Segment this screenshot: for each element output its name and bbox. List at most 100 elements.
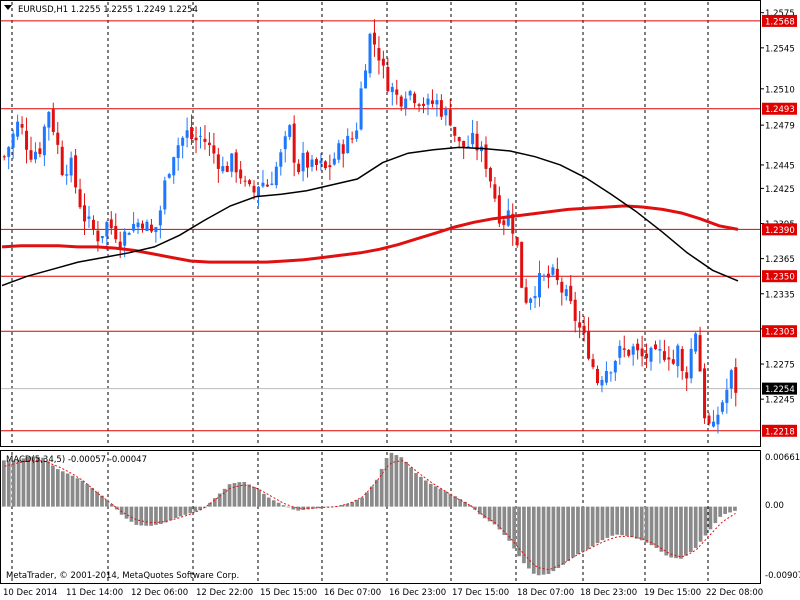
dropdown-arrow-icon[interactable] xyxy=(4,5,12,10)
macd-bar xyxy=(561,506,566,565)
candle-body xyxy=(640,348,644,357)
macd-bar xyxy=(31,456,36,507)
candle-body xyxy=(2,156,6,158)
candle-body xyxy=(538,273,542,298)
macd-bar xyxy=(183,506,188,515)
time-tick-label: 22 Dec 08:00 xyxy=(706,588,763,598)
candle-body xyxy=(698,335,702,372)
candle-body xyxy=(332,158,336,165)
macd-bar xyxy=(335,506,340,507)
macd-bar xyxy=(679,506,683,559)
macd-bar xyxy=(252,486,256,507)
macd-bar xyxy=(365,492,369,507)
level-tag xyxy=(762,14,797,27)
macd-bar xyxy=(531,506,536,574)
macd-bar xyxy=(119,506,124,515)
price-tick-label: 1.2479 xyxy=(765,122,795,132)
macd-bar xyxy=(394,455,399,507)
candle-body xyxy=(29,150,33,160)
candle-body xyxy=(395,89,399,95)
macd-bar xyxy=(639,506,644,541)
macd-bar xyxy=(257,490,261,507)
candle-body xyxy=(91,219,95,230)
candle-body xyxy=(158,210,162,226)
macd-bar xyxy=(556,506,561,569)
candle-body xyxy=(350,138,354,140)
level-tag-label: 1.2493 xyxy=(765,105,795,115)
candle-body xyxy=(703,368,707,419)
candle-body xyxy=(127,232,131,235)
macd-bar xyxy=(576,506,580,555)
candle-body xyxy=(564,289,568,297)
candle-body xyxy=(270,183,274,185)
macd-bar xyxy=(389,452,394,507)
candle-body xyxy=(283,136,287,150)
macd-bar xyxy=(605,506,610,538)
macd-bar xyxy=(100,495,104,507)
macd-bar xyxy=(105,499,109,507)
candle-body xyxy=(96,230,100,242)
candle-body xyxy=(569,285,573,302)
macd-bar xyxy=(232,483,237,507)
candle-body xyxy=(132,223,136,231)
macd-bar xyxy=(159,506,163,524)
macd-bar xyxy=(708,506,713,530)
candle-body xyxy=(408,91,412,96)
macd-bar xyxy=(669,506,674,558)
macd-bar xyxy=(144,506,148,526)
candle-body xyxy=(149,224,153,232)
candle-body xyxy=(328,165,332,168)
candle-body xyxy=(618,345,622,358)
candle-body xyxy=(38,148,42,155)
candle-body xyxy=(680,349,684,371)
macd-bar xyxy=(649,506,654,546)
candle-body xyxy=(194,137,198,141)
macd-bar xyxy=(6,460,11,507)
price-tick-label: 1.2245 xyxy=(765,396,795,406)
candle-body xyxy=(613,360,617,373)
candle-body xyxy=(301,152,305,172)
level-tag-label: 1.2303 xyxy=(765,328,795,338)
candle-body xyxy=(734,367,738,393)
candle-body xyxy=(319,160,323,164)
macd-signal-line xyxy=(4,459,736,571)
macd-bar xyxy=(350,502,355,507)
current-price-label: 1.2254 xyxy=(765,385,795,395)
macd-bar xyxy=(227,484,232,507)
macd-bar xyxy=(70,475,75,507)
price-tick-label: 1.2365 xyxy=(765,255,795,265)
candle-body xyxy=(221,166,225,172)
macd-bar xyxy=(541,506,546,575)
candle-body xyxy=(582,325,586,334)
candle-body xyxy=(707,415,711,424)
macd-bar xyxy=(428,483,433,507)
candle-body xyxy=(685,372,689,379)
level-tag xyxy=(762,325,797,338)
time-tick-label: 18 Dec 07:00 xyxy=(517,588,574,598)
macd-bar xyxy=(688,506,693,552)
macd-bar xyxy=(458,499,463,507)
macd-bar xyxy=(571,506,575,558)
macd-bar xyxy=(630,506,634,538)
macd-bar xyxy=(654,506,659,549)
macd-bar xyxy=(296,506,301,511)
candle-body xyxy=(381,58,385,66)
macd-bar xyxy=(237,482,242,507)
macd-bar xyxy=(16,459,21,507)
macd-bar xyxy=(26,456,31,507)
time-tick-label: 12 Dec 22:00 xyxy=(196,588,253,598)
level-tag-label: 1.2350 xyxy=(765,273,795,283)
macd-bar xyxy=(522,506,526,564)
macd-bar xyxy=(139,506,144,526)
macd-bar xyxy=(733,506,737,511)
candle-body xyxy=(123,231,127,246)
macd-bar xyxy=(21,458,26,507)
candle-body xyxy=(265,184,269,187)
candle-body xyxy=(725,389,729,403)
candle-body xyxy=(51,109,55,132)
macd-axis-zero: 0.00 xyxy=(765,501,784,511)
candle-body xyxy=(154,227,158,233)
level-tags: 1.2568 1.2493 1.2390 1.2350 1.2303 1.2218 1.22… xyxy=(762,14,797,437)
macd-bar xyxy=(512,506,516,549)
